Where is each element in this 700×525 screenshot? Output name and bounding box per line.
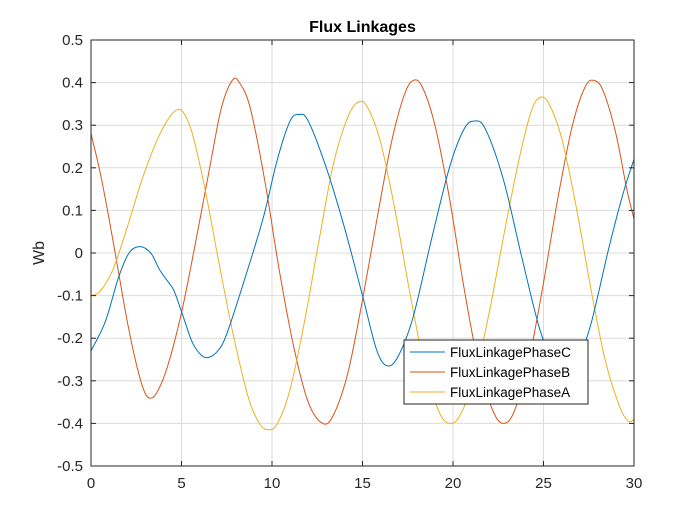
x-tick-label: 5: [177, 475, 185, 492]
y-tick-label: 0.2: [62, 160, 83, 177]
y-tick-label: -0.3: [57, 373, 83, 390]
x-tick-label: 30: [626, 475, 643, 492]
x-tick-label: 15: [354, 475, 371, 492]
tick-labels: 0 5 10 15 20 25 30 -0.5 -0.4 -0.3 -0.2 -0.1 0 0.1 0.2 0…: [57, 32, 642, 492]
y-tick-label: -0.5: [57, 458, 83, 475]
chart-title: Flux Linkages: [309, 19, 416, 36]
y-tick-label: 0: [75, 245, 83, 262]
legend-label-flux-linkage-phase-b: FluxLinkagePhaseB: [450, 365, 570, 380]
series-lines: [90, 77, 635, 431]
series-line-flux-linkage-phase-b: [90, 77, 635, 425]
y-axis-label: Wb: [31, 241, 48, 265]
legend-label-flux-linkage-phase-c: FluxLinkagePhaseC: [450, 345, 571, 360]
ticks: [90, 39, 635, 467]
x-tick-label: 25: [535, 475, 552, 492]
y-tick-label: -0.2: [57, 330, 83, 347]
x-tick-label: 0: [87, 475, 95, 492]
legend-label-flux-linkage-phase-a: FluxLinkagePhaseA: [450, 385, 570, 400]
y-tick-label: 0.4: [62, 75, 83, 92]
x-tick-label: 20: [445, 475, 462, 492]
y-tick-label: -0.1: [57, 288, 83, 305]
x-tick-label: 10: [264, 475, 281, 492]
series-line-flux-linkage-phase-c: [90, 113, 635, 373]
y-tick-label: 0.5: [62, 32, 83, 49]
legend: FluxLinkagePhaseC FluxLinkagePhaseB FluxLi…: [403, 339, 589, 405]
y-tick-label: 0.1: [62, 202, 83, 219]
y-tick-label: 0.3: [62, 117, 83, 134]
series-line-flux-linkage-phase-a: [90, 96, 635, 431]
y-tick-label: -0.4: [57, 415, 83, 432]
